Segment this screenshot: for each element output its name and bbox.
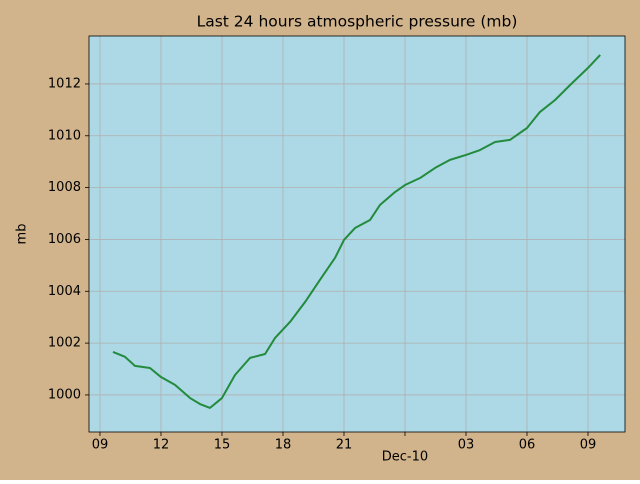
plot-area [89,36,625,432]
x-tick-label: Dec-10 [382,450,428,465]
y-tick-label: 1012 [48,76,81,91]
y-tick-label: 1006 [48,232,81,247]
plot-layer [89,36,625,432]
chart-title: Last 24 hours atmospheric pressure (mb) [197,13,518,31]
x-tick-label: 09 [92,438,109,453]
y-tick-label: 1000 [48,387,81,402]
x-tick-label: 12 [153,438,170,453]
x-tick-label: 09 [580,438,597,453]
x-tick-label: 18 [275,438,292,453]
y-tick-label: 1002 [48,336,81,351]
y-axis-label: mb [15,224,30,245]
x-tick-label: 15 [214,438,231,453]
x-tick-label: 06 [519,438,536,453]
line-series [112,54,601,409]
x-tick-label: 03 [458,438,475,453]
y-tick-label: 1008 [48,180,81,195]
y-tick-label: 1004 [48,284,81,299]
axes-frame [88,35,626,433]
x-tick-label: 21 [336,438,353,453]
y-tick-label: 1010 [48,128,81,143]
